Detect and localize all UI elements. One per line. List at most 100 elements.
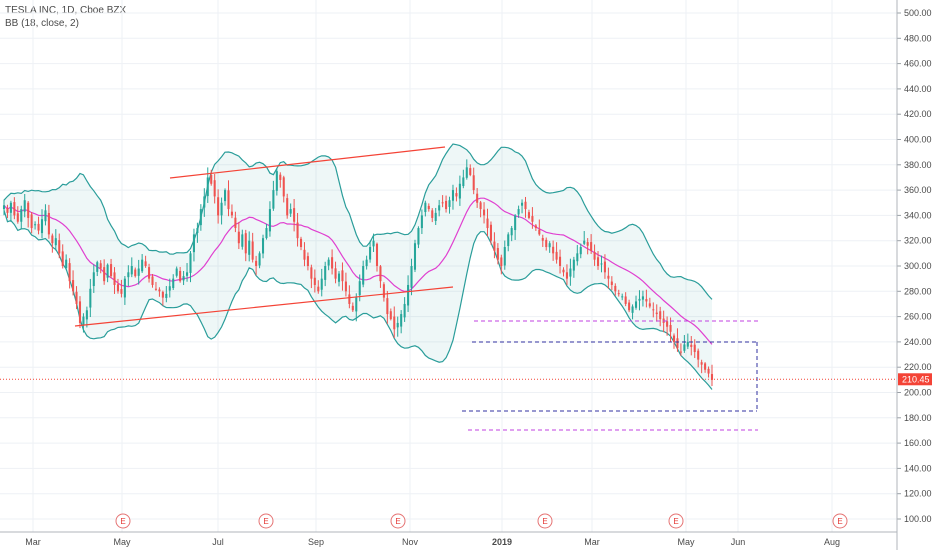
candle-body	[441, 202, 444, 204]
candle-body	[420, 215, 423, 229]
candle-body	[268, 209, 271, 232]
grid-lines	[0, 0, 897, 532]
x-tick-label: Jun	[731, 537, 746, 547]
y-tick-label: 440.00	[904, 84, 932, 94]
candle-body	[258, 253, 261, 266]
candle-body	[210, 174, 213, 184]
candle-body	[362, 266, 365, 285]
candle-body	[106, 264, 109, 278]
candle-body	[541, 237, 544, 241]
drawings	[0, 146, 897, 431]
y-tick-label: 360.00	[904, 185, 932, 195]
earnings-marker-label: E	[395, 517, 400, 526]
candle-body	[120, 289, 123, 294]
candle-body	[141, 259, 144, 272]
earnings-marker-circle	[832, 513, 848, 529]
candle-body	[172, 278, 175, 289]
candle-body	[666, 321, 669, 327]
candle-body	[655, 312, 658, 315]
candle-body	[514, 215, 517, 231]
candle-body	[393, 316, 396, 330]
candle-body	[534, 225, 537, 229]
candle-body	[410, 266, 413, 288]
earnings-marker: E	[537, 513, 553, 529]
y-tick-label: 300.00	[904, 261, 932, 271]
candle-body	[255, 260, 258, 266]
earnings-marker: E	[390, 513, 406, 529]
candle-body	[182, 276, 185, 281]
candle-body	[417, 228, 420, 245]
y-tick-label: 140.00	[904, 463, 932, 473]
y-tick-label: 380.00	[904, 160, 932, 170]
earnings-marker: E	[832, 513, 848, 529]
candle-body	[483, 209, 486, 216]
candle-body	[96, 262, 99, 272]
candle-body	[144, 261, 147, 266]
candle-body	[151, 276, 154, 285]
candle-body	[40, 219, 44, 234]
chart-header: TESLA INC, 1D, Cboe BZX BB (18, close, 2…	[5, 4, 126, 30]
candle-body	[103, 267, 106, 282]
candle-body	[37, 223, 40, 231]
candle-body	[455, 193, 458, 197]
candle-body	[690, 344, 693, 347]
last-price-tag: 210.45	[898, 373, 932, 386]
candle-body	[565, 272, 568, 279]
candle-body	[521, 202, 524, 206]
candle-body	[113, 272, 116, 285]
candle-body	[704, 363, 707, 370]
earnings-marker-circle	[115, 513, 131, 529]
candle-body	[293, 208, 296, 222]
candle-body	[548, 243, 551, 248]
candle-body	[710, 374, 714, 380]
candle-body	[424, 202, 427, 213]
candle-body	[527, 212, 530, 218]
candle-body	[9, 202, 12, 213]
last-price-label: 210.45	[902, 374, 930, 384]
y-tick-label: 200.00	[904, 388, 932, 398]
candle-body	[610, 281, 613, 285]
candle-body	[431, 210, 434, 218]
candle-body	[331, 257, 334, 269]
candle-body	[175, 268, 178, 276]
candle-body	[137, 268, 140, 276]
candle-body	[652, 309, 655, 311]
candle-body	[396, 322, 399, 328]
candle-body	[186, 272, 189, 276]
x-tick-label: Mar	[584, 537, 600, 547]
candle-body	[272, 190, 275, 209]
symbol-title: TESLA INC, 1D, Cboe BZX	[5, 5, 127, 16]
candle-body	[493, 241, 496, 251]
candle-body	[227, 190, 230, 210]
candle-body	[6, 208, 9, 213]
candle-body	[407, 284, 410, 306]
earnings-marker-label: E	[263, 517, 268, 526]
x-tick-label: Nov	[402, 537, 419, 547]
candle-body	[382, 284, 385, 298]
candle-body	[261, 238, 265, 254]
candle-body	[683, 344, 686, 351]
candle-body	[51, 235, 54, 244]
bb-upper	[3, 143, 713, 300]
earnings-marker: E	[668, 513, 684, 529]
candle-body	[217, 197, 220, 216]
candle-body	[617, 293, 620, 295]
candle-body	[303, 249, 306, 260]
candle-body	[545, 239, 548, 248]
earnings-marker-label: E	[673, 517, 678, 526]
candle-body	[503, 247, 506, 266]
candle-body	[438, 205, 441, 211]
candle-body	[134, 269, 137, 277]
candle-body	[489, 224, 493, 241]
candle-body	[148, 267, 151, 279]
candle-body	[248, 240, 251, 255]
candle-body	[165, 293, 168, 298]
candle-body	[158, 289, 161, 292]
candle-body	[127, 272, 130, 278]
candle-body	[275, 171, 278, 191]
earnings-marker-circle	[668, 513, 684, 529]
y-tick-label: 280.00	[904, 286, 932, 296]
candle-body	[110, 264, 113, 277]
candle-body	[251, 241, 254, 260]
